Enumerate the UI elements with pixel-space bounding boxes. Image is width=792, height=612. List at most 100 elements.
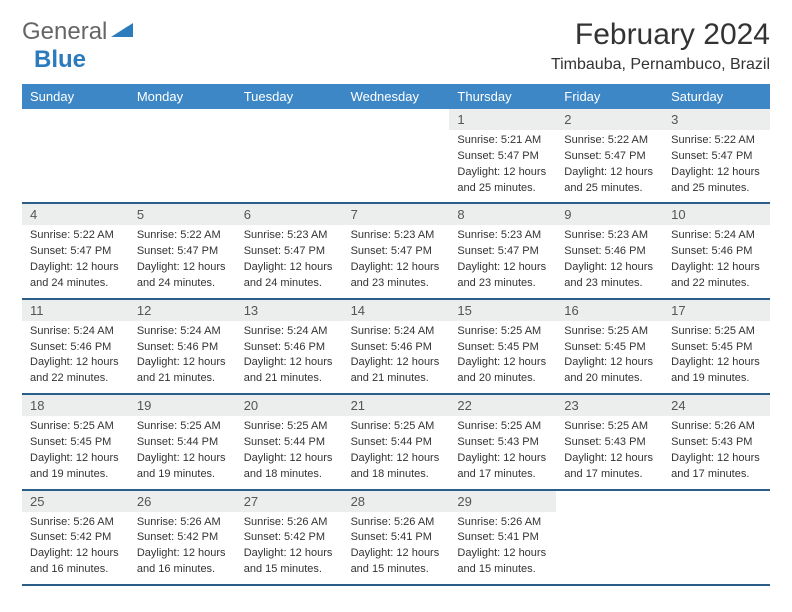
day-cell [556,491,663,584]
day-line: Daylight: 12 hours [137,451,228,466]
day-line: Sunrise: 5:26 AM [244,515,335,530]
day-cell: 27Sunrise: 5:26 AMSunset: 5:42 PMDayligh… [236,491,343,584]
day-line: and 25 minutes. [564,181,655,196]
day-line: Sunset: 5:47 PM [671,149,762,164]
day-cell: 26Sunrise: 5:26 AMSunset: 5:42 PMDayligh… [129,491,236,584]
day-line: and 19 minutes. [137,467,228,482]
day-line: and 16 minutes. [30,562,121,577]
day-line: Sunrise: 5:21 AM [457,133,548,148]
day-details: Sunrise: 5:25 AMSunset: 5:43 PMDaylight:… [556,416,663,481]
day-cell: 20Sunrise: 5:25 AMSunset: 5:44 PMDayligh… [236,395,343,488]
day-details: Sunrise: 5:26 AMSunset: 5:41 PMDaylight:… [343,512,450,577]
day-cell: 1Sunrise: 5:21 AMSunset: 5:47 PMDaylight… [449,109,556,202]
day-cell [343,109,450,202]
day-number: 20 [236,395,343,416]
day-cell: 16Sunrise: 5:25 AMSunset: 5:45 PMDayligh… [556,300,663,393]
day-cell: 9Sunrise: 5:23 AMSunset: 5:46 PMDaylight… [556,204,663,297]
day-line: and 20 minutes. [457,371,548,386]
day-line: Sunrise: 5:26 AM [671,419,762,434]
weekday-header: Sunday Monday Tuesday Wednesday Thursday… [22,84,770,109]
brand-logo: General [22,18,135,46]
day-cell: 14Sunrise: 5:24 AMSunset: 5:46 PMDayligh… [343,300,450,393]
brand-part2: Blue [34,46,86,74]
day-line: Sunrise: 5:25 AM [244,419,335,434]
day-line: Sunset: 5:45 PM [30,435,121,450]
day-number: 17 [663,300,770,321]
day-line: Sunrise: 5:22 AM [30,228,121,243]
day-line: Sunrise: 5:24 AM [137,324,228,339]
day-line: Daylight: 12 hours [671,260,762,275]
day-line: and 22 minutes. [671,276,762,291]
day-line: Sunset: 5:45 PM [564,340,655,355]
day-line: Sunset: 5:47 PM [30,244,121,259]
day-cell: 12Sunrise: 5:24 AMSunset: 5:46 PMDayligh… [129,300,236,393]
day-cell: 15Sunrise: 5:25 AMSunset: 5:45 PMDayligh… [449,300,556,393]
day-line: and 21 minutes. [244,371,335,386]
day-line: Sunrise: 5:23 AM [244,228,335,243]
day-line: and 25 minutes. [671,181,762,196]
day-line: Sunrise: 5:26 AM [30,515,121,530]
day-line: Daylight: 12 hours [30,260,121,275]
weekday-fri: Friday [556,84,663,109]
day-line: Sunset: 5:46 PM [30,340,121,355]
day-line: and 17 minutes. [564,467,655,482]
day-details: Sunrise: 5:25 AMSunset: 5:43 PMDaylight:… [449,416,556,481]
day-details: Sunrise: 5:23 AMSunset: 5:47 PMDaylight:… [236,225,343,290]
week-row: 11 Sunrise: 5:24 AM Sunset: 5:46 PM Dayligh… [22,300,770,395]
day-number: 13 [236,300,343,321]
day-line: Sunrise: 5:22 AM [564,133,655,148]
day-details: Sunrise: 5:26 AMSunset: 5:42 PMDaylight:… [22,512,129,577]
day-cell: 28Sunrise: 5:26 AMSunset: 5:41 PMDayligh… [343,491,450,584]
day-details: Sunrise: 5:25 AMSunset: 5:45 PMDaylight:… [22,416,129,481]
day-line: Sunrise: 5:25 AM [564,419,655,434]
day-line: and 24 minutes. [30,276,121,291]
day-cell: 18Sunrise: 5:25 AMSunset: 5:45 PMDayligh… [22,395,129,488]
day-line: Sunset: 5:42 PM [244,530,335,545]
page-header: General February 2024 Timbauba, Pernambu… [22,18,770,74]
brand-triangle-icon [111,18,133,46]
day-number: 2 [556,109,663,130]
day-line: Daylight: 12 hours [137,355,228,370]
day-line: and 23 minutes. [351,276,442,291]
day-number: 7 [343,204,450,225]
day-line: and 16 minutes. [137,562,228,577]
day-details: Sunrise: 5:25 AMSunset: 5:44 PMDaylight:… [343,416,450,481]
day-number: 5 [129,204,236,225]
day-line: and 21 minutes. [137,371,228,386]
day-cell [129,109,236,202]
day-details: Sunrise: 5:25 AMSunset: 5:45 PMDaylight:… [556,321,663,386]
day-cell: 22Sunrise: 5:25 AMSunset: 5:43 PMDayligh… [449,395,556,488]
weekday-wed: Wednesday [343,84,450,109]
day-number: 9 [556,204,663,225]
day-line: Sunrise: 5:25 AM [137,419,228,434]
day-details: Sunrise: 5:26 AMSunset: 5:41 PMDaylight:… [449,512,556,577]
day-line: Sunset: 5:47 PM [244,244,335,259]
day-number: 28 [343,491,450,512]
day-number: 23 [556,395,663,416]
day-line: Sunrise: 5:24 AM [351,324,442,339]
day-line: Daylight: 12 hours [351,451,442,466]
day-line: Daylight: 12 hours [30,546,121,561]
weekday-mon: Monday [129,84,236,109]
location-text: Timbauba, Pernambuco, Brazil [551,56,770,74]
day-line: Sunset: 5:42 PM [137,530,228,545]
day-cell: 6Sunrise: 5:23 AMSunset: 5:47 PMDaylight… [236,204,343,297]
day-line: Daylight: 12 hours [564,355,655,370]
day-number [22,109,129,130]
day-number: 10 [663,204,770,225]
day-details: Sunrise: 5:22 AMSunset: 5:47 PMDaylight:… [22,225,129,290]
day-number: 11 [22,300,129,321]
day-line: Sunrise: 5:22 AM [671,133,762,148]
week-row: 18Sunrise: 5:25 AMSunset: 5:45 PMDayligh… [22,395,770,490]
day-details: Sunrise: 5:25 AMSunset: 5:44 PMDaylight:… [236,416,343,481]
day-number: 27 [236,491,343,512]
day-details: Sunrise: 5:22 AMSunset: 5:47 PMDaylight:… [663,130,770,195]
day-line: Daylight: 12 hours [457,165,548,180]
day-line: and 17 minutes. [457,467,548,482]
day-line: and 23 minutes. [564,276,655,291]
brand-part1: General [22,18,107,46]
day-cell: 10Sunrise: 5:24 AMSunset: 5:46 PMDayligh… [663,204,770,297]
day-number [663,491,770,512]
day-number [236,109,343,130]
day-line: Sunset: 5:47 PM [137,244,228,259]
